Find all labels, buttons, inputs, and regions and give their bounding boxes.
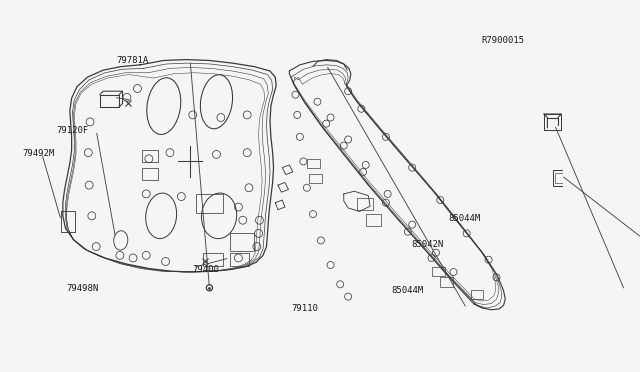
Text: 79120F: 79120F — [56, 126, 89, 135]
Bar — [307, 159, 320, 169]
Bar — [570, 196, 586, 209]
Text: 85044M: 85044M — [448, 214, 480, 223]
Bar — [142, 167, 157, 180]
Bar — [357, 198, 372, 210]
Bar — [204, 253, 223, 266]
Text: 85042N: 85042N — [412, 240, 444, 249]
Bar — [196, 194, 223, 213]
Bar — [230, 233, 254, 251]
Bar — [471, 291, 483, 299]
Bar — [544, 114, 561, 130]
Text: 79498N: 79498N — [66, 284, 99, 294]
Text: 79400: 79400 — [193, 265, 220, 274]
Bar — [440, 277, 454, 287]
Bar — [308, 174, 322, 183]
Bar — [431, 267, 445, 276]
Text: 79781A: 79781A — [116, 56, 149, 65]
Text: 85044M: 85044M — [392, 286, 424, 295]
Bar — [365, 214, 381, 225]
Bar — [556, 173, 568, 183]
Bar — [230, 253, 249, 266]
Bar — [553, 170, 572, 186]
Text: R7900015: R7900015 — [482, 36, 525, 45]
Text: 79492M: 79492M — [23, 149, 55, 158]
Bar — [142, 150, 157, 162]
Text: 79110: 79110 — [291, 304, 318, 313]
